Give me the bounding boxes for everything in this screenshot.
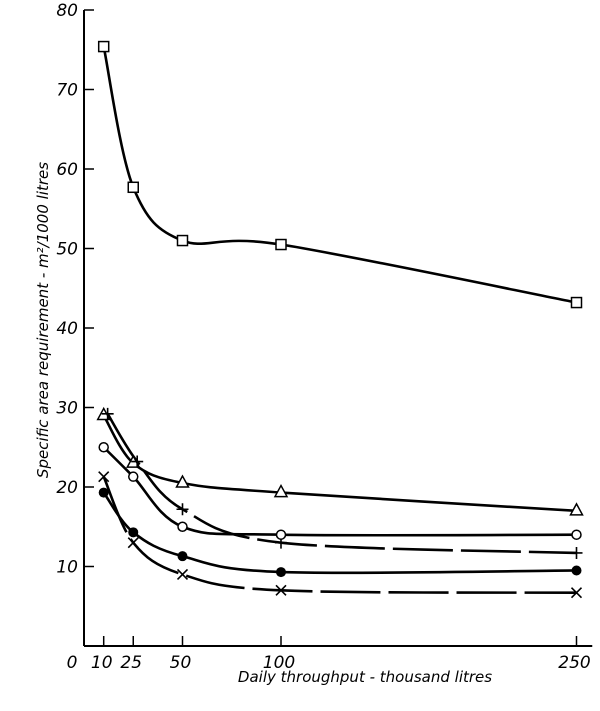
marker-filled-circle [98,487,109,498]
y-tick-label: 60 [56,160,78,180]
y-tick-label: 70 [56,81,78,101]
marker-plus [570,546,583,559]
y-tick-label: 10 [56,558,78,578]
marker-filled-circle [128,527,139,538]
marker-open-triangle [273,483,289,498]
marker-open-circle [128,471,139,482]
marker-open-triangle [175,474,190,488]
marker-filled-circle [177,551,188,562]
series-line-cross [102,476,577,595]
marker-cross [98,471,110,483]
marker-open-square [275,238,287,251]
marker-open-square [176,234,189,247]
x-tick-label: 10 [91,653,113,673]
y-tick-label: 20 [56,478,78,498]
marker-cross [127,537,139,549]
x-tick-label: 50 [170,653,192,673]
x-tick-label: 25 [120,653,142,673]
marker-plus [101,407,114,420]
x-tick-label: 0 [67,653,78,673]
marker-open-circle [177,521,188,532]
marker-filled-circle [276,567,286,578]
marker-open-triangle [569,502,584,516]
x-axis-title: Daily throughput - thousand litres [238,668,492,686]
marker-open-square [97,40,110,53]
marker-filled-circle [571,565,582,576]
series-line-open-triangle [102,414,577,513]
y-tick-label: 30 [56,399,78,419]
marker-open-circle [571,529,582,540]
marker-open-circle [275,529,287,540]
marker-open-square [127,181,139,194]
marker-cross [176,568,189,581]
series-line-open-square [102,46,577,304]
y-axis-title: Specific area requirement - m²/1000 litr… [34,162,52,478]
series-line-open-circle [102,446,577,537]
y-tick-label: 50 [56,240,78,260]
y-tick-label: 40 [56,319,78,339]
marker-cross [275,584,287,596]
marker-plus [131,455,144,468]
marker-open-square [570,296,583,309]
marker-open-circle [98,442,109,453]
y-tick-label: 80 [56,1,78,21]
x-tick-label: 250 [558,653,590,673]
x-tick-label: 100 [263,653,295,673]
marker-cross [570,587,583,599]
marker-plus [176,503,189,516]
